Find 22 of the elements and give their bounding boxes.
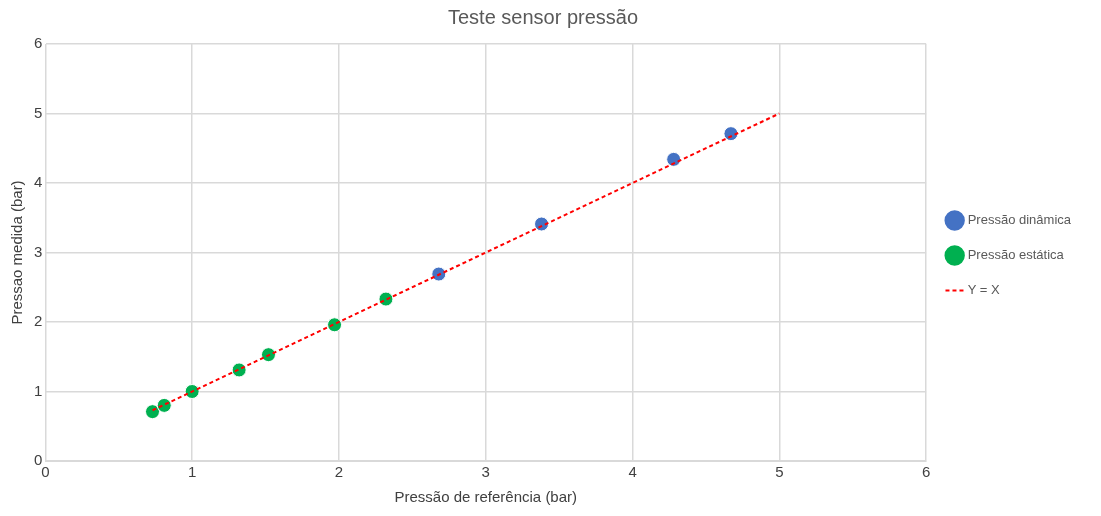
y-axis-title: Pressao medida (bar) [8, 180, 26, 325]
legend-label: Y = X [967, 282, 1000, 298]
point [184, 384, 200, 399]
y-tick-label: 0 [34, 451, 43, 469]
x-tick-label: 2 [334, 463, 344, 481]
y-tick-label: 2 [34, 312, 43, 330]
x-axis-title: Pressão de referência (bar) [394, 488, 578, 506]
x-tick-label: 5 [775, 463, 784, 481]
y-tick-label: 6 [34, 34, 43, 52]
y-tick-label: 5 [34, 103, 43, 121]
x-tick-label: 3 [481, 463, 490, 481]
y-tick-label: 1 [34, 381, 43, 399]
x-tick-label: 4 [628, 463, 637, 481]
point [666, 151, 682, 167]
x-tick-label: 1 [187, 463, 197, 481]
y-tick-label: 3 [34, 242, 43, 260]
legend-label: Pressão dinâmica [967, 212, 1072, 228]
chart-title: Teste sensor pressão [447, 5, 639, 28]
y-tick-label: 4 [34, 173, 43, 191]
point [145, 404, 161, 420]
legend-label: Pressão estática [967, 247, 1065, 263]
x-tick-label: 6 [922, 463, 931, 481]
